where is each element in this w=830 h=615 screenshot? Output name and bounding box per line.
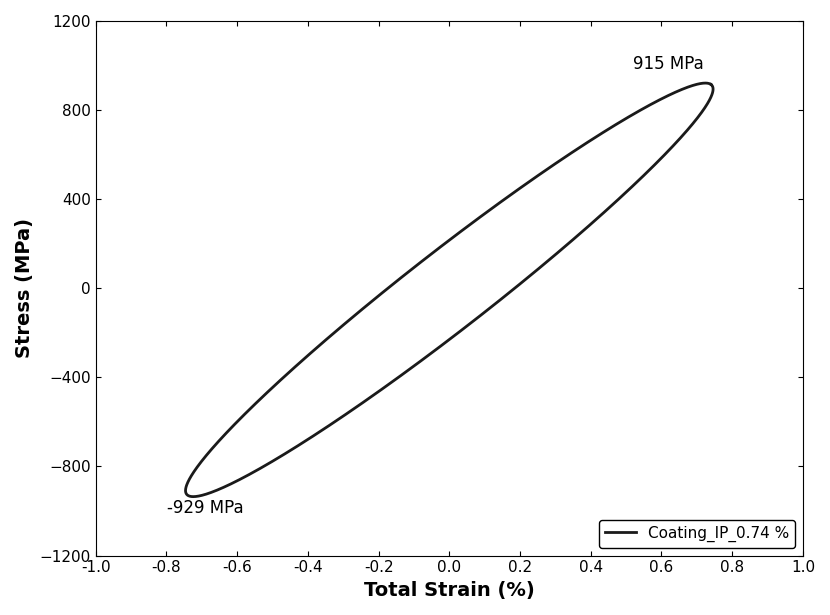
Y-axis label: Stress (MPa): Stress (MPa)	[15, 218, 34, 359]
Text: -929 MPa: -929 MPa	[167, 499, 244, 517]
Legend: Coating_IP_0.74 %: Coating_IP_0.74 %	[599, 520, 795, 548]
Text: 915 MPa: 915 MPa	[633, 55, 704, 73]
X-axis label: Total Strain (%): Total Strain (%)	[364, 581, 535, 600]
